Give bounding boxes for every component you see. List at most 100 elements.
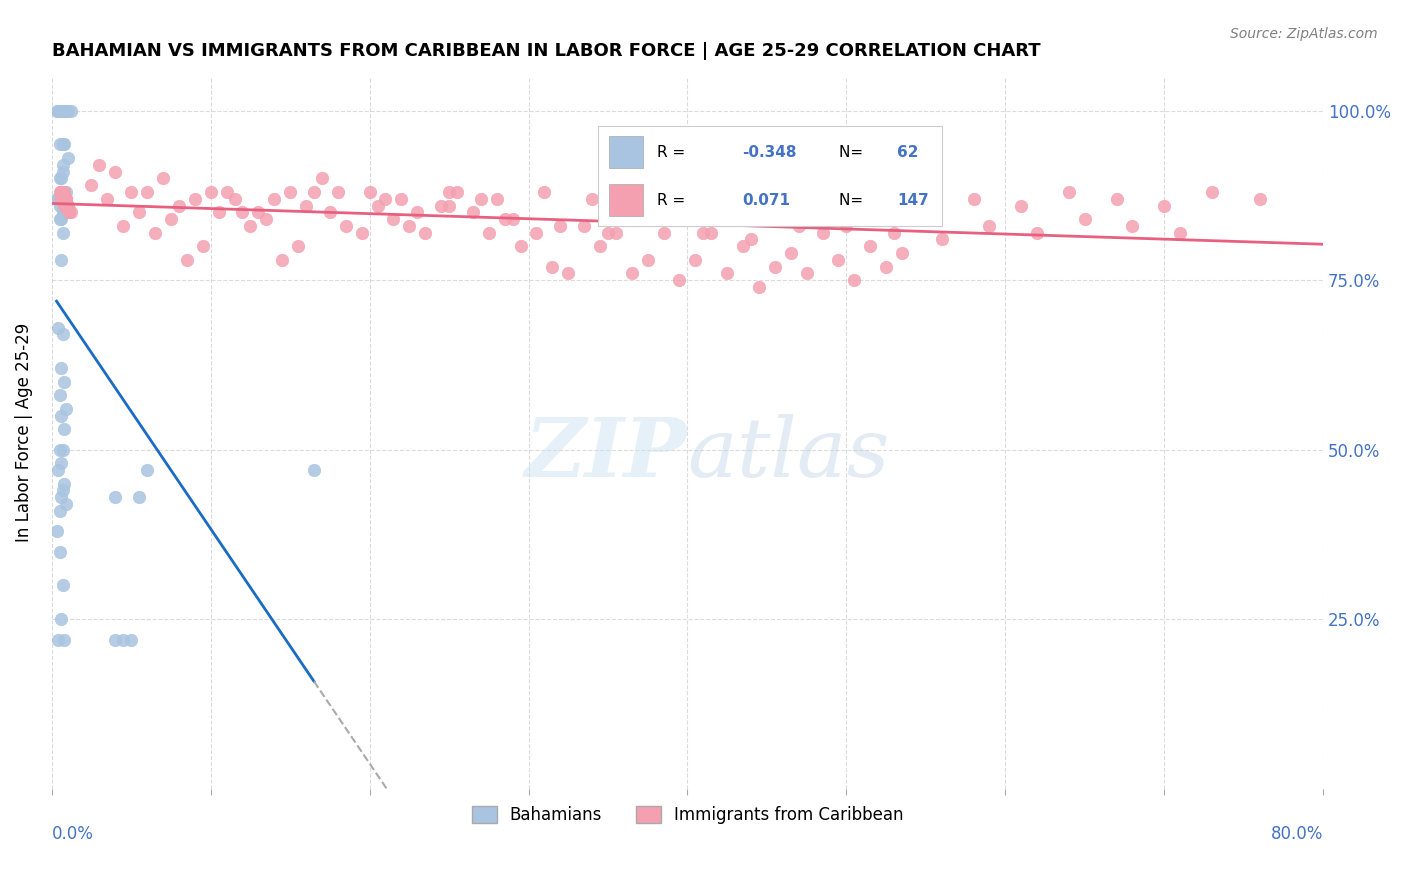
Point: [287, 239, 309, 253]
Point: [430, 198, 453, 212]
Point: [55, 103, 77, 118]
Point: [52, 226, 75, 240]
Point: [389, 192, 412, 206]
Point: [56, 151, 79, 165]
Point: [731, 239, 754, 253]
Point: [52, 198, 75, 212]
Point: [295, 198, 318, 212]
Point: [55, 198, 77, 212]
Point: [56, 198, 79, 212]
Point: [1121, 219, 1143, 233]
Point: [55, 192, 77, 206]
Point: [53, 632, 76, 647]
Point: [724, 198, 747, 212]
Point: [644, 212, 666, 227]
Point: [502, 212, 524, 227]
Point: [239, 219, 262, 233]
Point: [485, 192, 508, 206]
Point: [1153, 198, 1175, 212]
Point: [740, 232, 762, 246]
Point: [302, 463, 325, 477]
Point: [51, 185, 73, 199]
Point: [120, 185, 142, 199]
Point: [1168, 226, 1191, 240]
Point: [89, 158, 111, 172]
Point: [859, 239, 882, 253]
Point: [962, 192, 984, 206]
Point: [48, 185, 70, 199]
Point: [350, 226, 373, 240]
Point: [51, 490, 73, 504]
Point: [868, 205, 890, 219]
Point: [52, 442, 75, 457]
Point: [875, 260, 897, 274]
Point: [51, 192, 73, 206]
Point: [676, 185, 699, 199]
Point: [56, 198, 79, 212]
Point: [437, 198, 460, 212]
Legend: Bahamians, Immigrants from Caribbean: Bahamians, Immigrants from Caribbean: [465, 799, 910, 830]
Point: [48, 212, 70, 227]
Point: [1057, 185, 1080, 199]
Point: [53, 192, 76, 206]
Point: [45, 103, 67, 118]
Point: [53, 192, 76, 206]
Point: [437, 185, 460, 199]
Point: [53, 192, 76, 206]
Point: [796, 266, 818, 280]
Point: [52, 192, 75, 206]
Point: [494, 212, 516, 227]
Point: [136, 463, 159, 477]
Point: [58, 205, 80, 219]
Point: [55, 192, 77, 206]
Point: [120, 632, 142, 647]
Point: [605, 226, 627, 240]
Point: [46, 463, 69, 477]
Point: [302, 185, 325, 199]
Point: [143, 226, 166, 240]
Point: [374, 192, 396, 206]
Point: [620, 266, 643, 280]
Point: [200, 185, 222, 199]
Point: [53, 192, 76, 206]
Point: [52, 483, 75, 498]
Point: [247, 205, 270, 219]
Point: [478, 226, 501, 240]
Point: [55, 198, 77, 212]
Point: [367, 198, 389, 212]
Point: [45, 524, 67, 538]
Point: [152, 171, 174, 186]
Point: [53, 103, 76, 118]
Point: [914, 185, 936, 199]
Point: [48, 137, 70, 152]
Point: [52, 164, 75, 178]
Point: [48, 198, 70, 212]
Point: [685, 252, 707, 267]
Point: [652, 226, 675, 240]
Point: [51, 185, 73, 199]
Point: [51, 103, 73, 118]
Point: [51, 192, 73, 206]
Point: [128, 490, 150, 504]
Point: [335, 219, 357, 233]
Point: [48, 442, 70, 457]
Point: [48, 388, 70, 402]
Point: [52, 185, 75, 199]
Point: [716, 266, 738, 280]
Point: [112, 632, 135, 647]
Point: [51, 185, 73, 199]
Point: [184, 192, 207, 206]
Point: [224, 192, 246, 206]
Point: [56, 198, 79, 212]
Point: [46, 103, 69, 118]
Point: [104, 632, 127, 647]
Point: [763, 260, 786, 274]
Point: [263, 192, 285, 206]
Point: [979, 219, 1001, 233]
Point: [52, 578, 75, 592]
Point: [51, 185, 73, 199]
Point: [589, 239, 612, 253]
Point: [637, 252, 659, 267]
Point: [46, 320, 69, 334]
Point: [51, 612, 73, 626]
